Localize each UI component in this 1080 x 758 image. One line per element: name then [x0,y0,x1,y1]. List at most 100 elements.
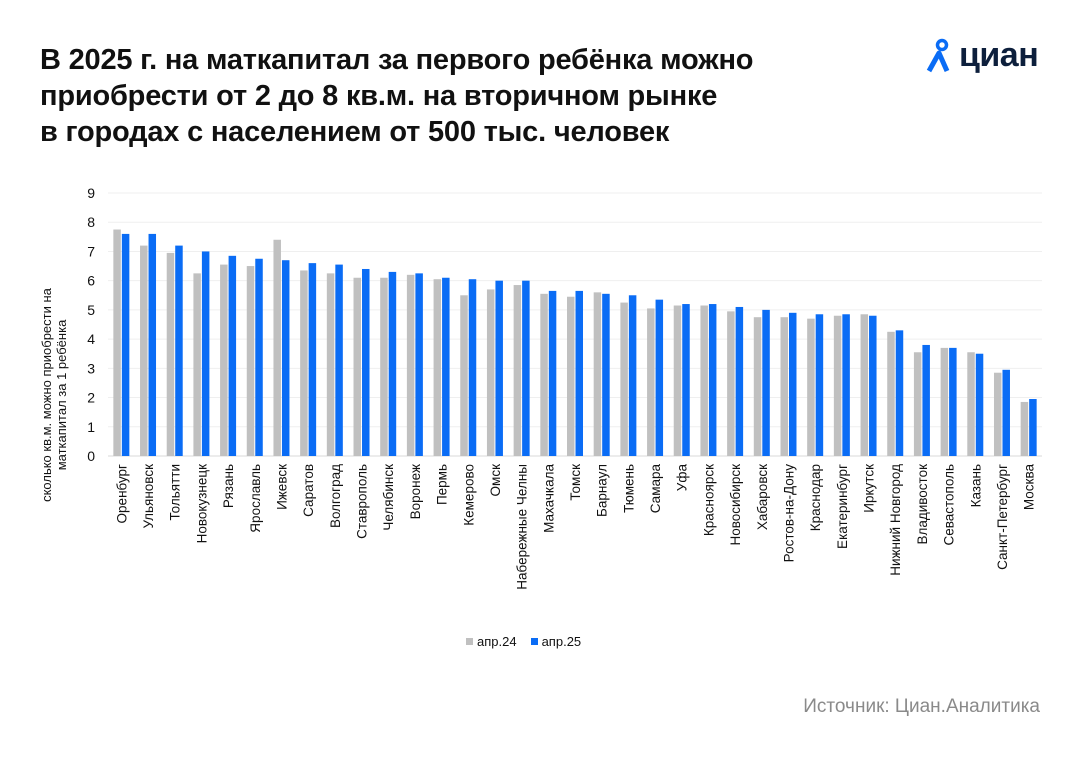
bar-apr24 [860,314,869,456]
bar-apr25 [895,330,904,456]
x-tick-label: Красноярск [701,464,716,536]
bar-apr24 [673,305,682,456]
bar-apr24 [620,302,628,456]
bar-apr24 [486,289,495,456]
bar-apr24 [433,279,442,456]
bar-apr24 [406,274,415,456]
x-tick-label: Кемерово [461,464,476,526]
title-line-1: В 2025 г. на маткапитал за первого ребён… [40,44,754,76]
y-tick-label: 8 [87,214,95,230]
x-tick-label: Ростов-на-Дону [781,464,796,563]
bar-apr25 [228,255,237,456]
y-tick-label: 9 [87,185,95,201]
x-tick-label: Москва [1022,464,1037,511]
x-tick-label: Волгоград [328,464,343,528]
x-tick-label: Иркутск [862,464,877,513]
bar-apr25 [308,263,317,456]
x-tick-label: Саратов [301,464,316,517]
bar-apr25 [468,279,477,456]
bar-apr25 [788,312,797,456]
bar-apr24 [166,252,175,456]
bar-apr25 [281,260,290,456]
x-tick-label: Челябинск [381,464,396,531]
x-tick-label: Новокузнецк [194,464,209,543]
x-tick-label: Омск [488,464,503,497]
bar-apr24 [887,331,895,456]
bar-apr25 [148,233,157,456]
bar-apr25 [415,273,423,456]
bar-apr24 [753,317,762,456]
bar-apr25 [735,306,744,456]
bar-apr25 [575,290,583,456]
cian-logo: циан [925,36,1039,75]
title-line-3: в городах с населением от 500 тыс. челов… [40,116,670,148]
bar-apr24 [140,245,148,456]
x-tick-label: Краснодар [808,464,823,531]
bar-apr25 [975,353,984,456]
bar-apr24 [647,308,655,456]
bar-apr24 [567,296,575,456]
x-tick-label: Пермь [435,464,450,505]
bar-apr24 [780,317,788,456]
bar-apr25 [255,258,263,456]
x-tick-label: Нижний Новгород [888,464,903,576]
x-tick-label: Казань [968,464,983,507]
bar-apr24 [727,311,735,456]
bar-apr25 [949,347,957,456]
bar-apr25 [388,271,397,456]
x-tick-label: Тольятти [168,464,183,521]
logo-text: циан [959,36,1039,74]
bar-apr25 [201,251,210,456]
bar-apr24 [807,318,815,456]
bar-apr25 [655,299,664,456]
bar-apr24 [273,239,281,456]
bar-apr24 [193,273,201,456]
x-tick-label: Набережные Челны [515,464,530,590]
bar-apr25 [335,264,343,456]
bar-apr24 [353,277,362,456]
bar-apr24 [246,266,255,456]
y-tick-label: 2 [87,390,95,406]
bar-apr25 [1029,399,1037,456]
bar-apr24 [460,295,468,456]
legend: апр.24 апр.25 [466,634,581,649]
bar-chart: 0 1 2 3 4 5 6 7 8 9 Оренбург Ульяновск Тольятти Новок… [87,185,1042,590]
y-tick-label: 1 [87,419,95,435]
legend-swatch-apr24 [466,638,473,645]
x-tick-label: Екатеринбург [835,464,850,549]
y-tick-label: 4 [87,331,95,347]
x-tick-label: Санкт-Петербург [995,464,1010,570]
x-tick-label: Воронеж [408,464,423,519]
y-axis-label: сколько кв.м. можно приобрести на маткап… [39,288,69,502]
bar-apr25 [175,245,183,456]
x-tick-label: Махачкала [541,464,556,533]
bar-apr24 [300,270,308,456]
bar-apr25 [522,280,530,456]
legend-label-apr25: апр.25 [541,634,582,649]
x-tick-label: Тюмень [621,464,636,513]
bar-apr24 [700,305,708,456]
bar-apr25 [842,314,850,456]
title-line-2: приобрести от 2 до 8 кв.м. на вторичном … [40,80,718,112]
x-tick-label: Уфа [675,464,690,492]
bar-apr24 [967,352,975,456]
legend-label-apr24: апр.24 [477,634,517,649]
x-tick-label: Севастополь [942,464,957,546]
bar-apr24 [220,264,228,456]
x-tick-label: Рязань [221,464,236,508]
x-tick-label: Ижевск [274,464,289,510]
bar-apr25 [602,293,610,456]
x-tick-label: Ульяновск [141,464,156,529]
bar-apr25 [682,304,690,456]
bar-apr24 [326,273,335,456]
legend-swatch-apr25 [530,638,538,645]
x-tick-label: Новосибирск [728,464,743,546]
bar-apr24 [833,315,842,456]
x-tick-label: Ставрополь [355,464,370,539]
x-tick-label: Хабаровск [755,464,770,530]
y-tick-label: 7 [87,243,95,259]
y-tick-label: 0 [87,448,95,464]
bar-apr25 [442,277,450,456]
bar-apr24 [913,352,922,456]
bar-apr24 [940,347,949,456]
